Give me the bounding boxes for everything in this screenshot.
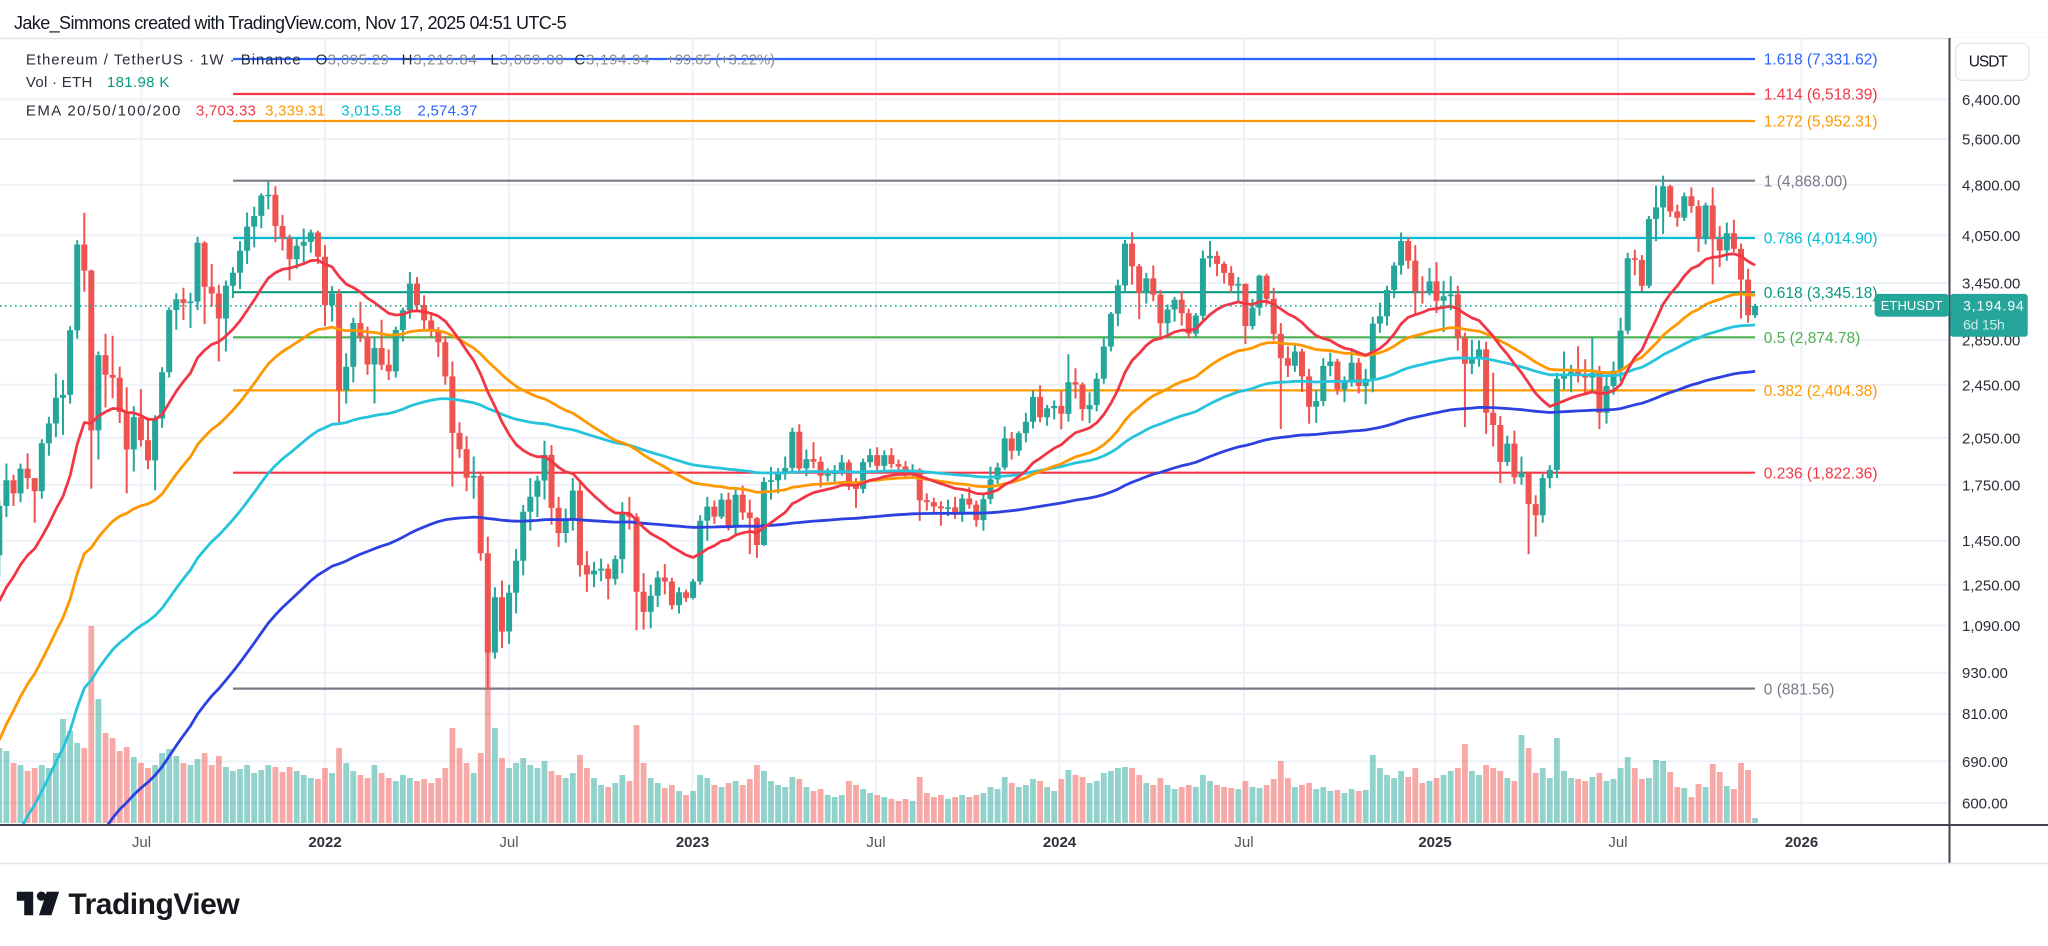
svg-text:6d 15h: 6d 15h (1963, 317, 2005, 333)
svg-text:0.786 (4,014.90): 0.786 (4,014.90) (1764, 231, 1878, 248)
svg-text:690.00: 690.00 (1962, 754, 2008, 771)
svg-text:2,574.37: 2,574.37 (418, 102, 478, 119)
svg-text:0.382 (2,404.38): 0.382 (2,404.38) (1764, 383, 1878, 400)
svg-text:5,600.00: 5,600.00 (1962, 132, 2020, 149)
svg-text:2023: 2023 (676, 834, 709, 851)
svg-text:1.414 (6,518.39): 1.414 (6,518.39) (1764, 87, 1878, 104)
svg-text:1,750.00: 1,750.00 (1962, 477, 2020, 494)
svg-text:3,339.31: 3,339.31 (265, 102, 325, 119)
svg-text:1.618 (7,331.62): 1.618 (7,331.62) (1764, 52, 1878, 69)
svg-text:1,090.00: 1,090.00 (1962, 618, 2020, 635)
svg-text:Jul: Jul (866, 834, 885, 851)
svg-text:2,050.00: 2,050.00 (1962, 430, 2020, 447)
svg-text:810.00: 810.00 (1962, 706, 2008, 723)
svg-text:Jul: Jul (132, 834, 151, 851)
svg-text:1,450.00: 1,450.00 (1962, 533, 2020, 550)
svg-text:1 (4,868.00): 1 (4,868.00) (1764, 173, 1848, 190)
svg-text:930.00: 930.00 (1962, 665, 2008, 682)
svg-text:4,050.00: 4,050.00 (1962, 228, 2020, 245)
svg-text:Jake_Simmons created with Trad: Jake_Simmons created with TradingView.co… (14, 13, 567, 34)
svg-text:1.272 (5,952.31): 1.272 (5,952.31) (1764, 114, 1878, 131)
svg-text:3,194.94: 3,194.94 (1963, 297, 2024, 313)
svg-text:600.00: 600.00 (1962, 795, 2008, 812)
svg-text:EMA 20/50/100/200: EMA 20/50/100/200 (26, 102, 180, 119)
svg-text:0 (881.56): 0 (881.56) (1764, 681, 1835, 698)
svg-text:0.5 (2,874.78): 0.5 (2,874.78) (1764, 330, 1861, 347)
svg-text:181.98 K: 181.98 K (107, 74, 169, 91)
svg-text:2022: 2022 (308, 834, 341, 851)
svg-text:3,015.58: 3,015.58 (341, 102, 401, 119)
svg-text:L3,069.00: L3,069.00 (490, 52, 563, 69)
svg-text:Jul: Jul (499, 834, 518, 851)
svg-text:O3,095.29: O3,095.29 (316, 52, 389, 69)
svg-text:Ethereum / TetherUS · 1W · Bin: Ethereum / TetherUS · 1W · Binance (26, 52, 301, 69)
svg-text:TradingView: TradingView (68, 888, 240, 921)
svg-text:0.236 (1,822.36): 0.236 (1,822.36) (1764, 465, 1878, 482)
svg-text:2024: 2024 (1043, 834, 1077, 851)
svg-text:3,703.33: 3,703.33 (196, 102, 256, 119)
svg-text:C3,194.94: C3,194.94 (574, 52, 649, 69)
svg-text:1,250.00: 1,250.00 (1962, 577, 2020, 594)
svg-text:USDT: USDT (1969, 54, 2009, 71)
svg-text:ETHUSDT: ETHUSDT (1881, 298, 1943, 313)
svg-text:Jul: Jul (1234, 834, 1253, 851)
svg-text:2026: 2026 (1785, 834, 1818, 851)
svg-text:4,800.00: 4,800.00 (1962, 177, 2020, 194)
svg-text:2025: 2025 (1418, 834, 1451, 851)
svg-text:H3,216.84: H3,216.84 (402, 52, 477, 69)
svg-text:Vol · ETH: Vol · ETH (26, 74, 92, 91)
svg-text:+99.65 (+3.22%): +99.65 (+3.22%) (666, 52, 775, 69)
svg-text:3,450.00: 3,450.00 (1962, 276, 2020, 293)
svg-text:2,450.00: 2,450.00 (1962, 377, 2020, 394)
svg-text:6,400.00: 6,400.00 (1962, 92, 2020, 109)
svg-text:0.618 (3,345.18): 0.618 (3,345.18) (1764, 285, 1878, 302)
svg-text:Jul: Jul (1608, 834, 1627, 851)
